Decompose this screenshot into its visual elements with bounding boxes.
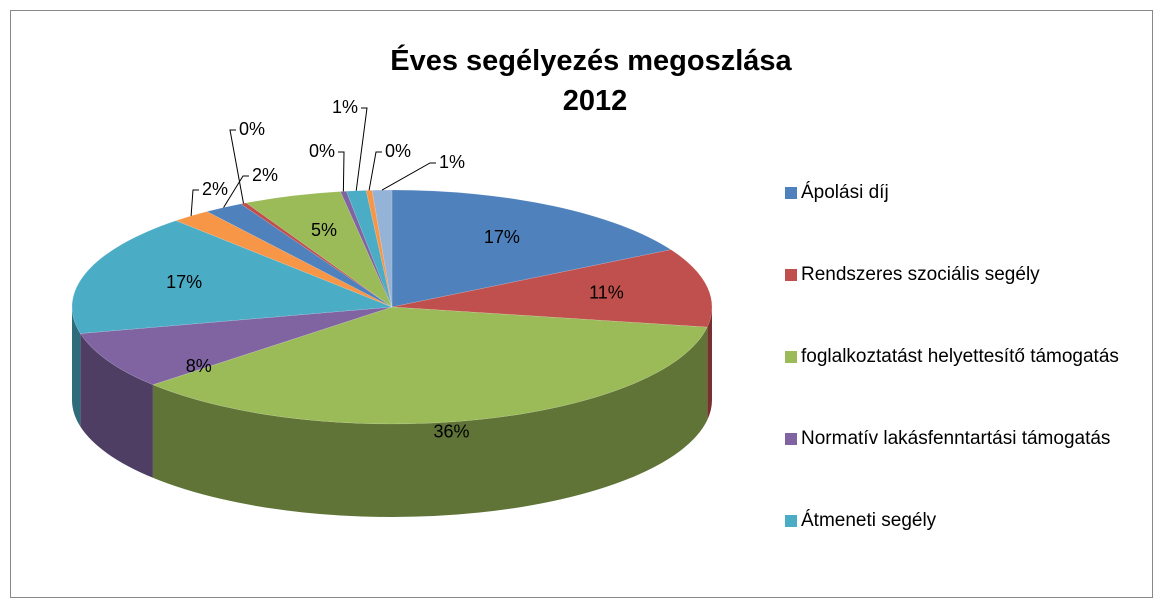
leader-line — [368, 151, 382, 191]
data-label: 5% — [311, 220, 337, 240]
legend-swatch — [785, 433, 797, 445]
slice — [79, 306, 393, 386]
data-label: 1% — [439, 152, 465, 172]
chart-title: Éves segélyezés megoszlása 2012 — [390, 43, 799, 117]
slice-side — [152, 327, 708, 518]
leader-line — [355, 107, 368, 191]
slice — [71, 220, 393, 334]
legend-label: Ápolási díj — [801, 182, 889, 203]
data-label: 0% — [239, 119, 265, 139]
slice — [245, 191, 393, 308]
slice-side — [72, 307, 81, 427]
leader-line — [381, 162, 436, 191]
data-label: 2% — [252, 165, 278, 185]
legend-swatch — [785, 269, 797, 281]
slice — [365, 189, 393, 308]
legend-label: foglalkoztatást helyettesítő támogatás — [801, 346, 1119, 367]
leader-line — [223, 175, 249, 208]
slice — [391, 189, 672, 308]
data-label: 2% — [202, 179, 228, 199]
legend-label: Normatív lakásfenntartási támogatás — [801, 428, 1110, 449]
legend-label: Átmeneti segély — [801, 510, 937, 531]
slice — [371, 189, 393, 308]
leader-line — [338, 151, 345, 192]
data-label: 17% — [166, 272, 202, 292]
slice — [152, 306, 708, 425]
data-label: 17% — [484, 227, 520, 247]
leader-line — [229, 129, 244, 204]
legend-swatch — [785, 515, 797, 527]
data-label: 0% — [385, 141, 411, 161]
data-label: 8% — [186, 356, 212, 376]
legend-swatch — [785, 351, 797, 363]
leader-line — [190, 189, 199, 216]
data-label: 11% — [589, 282, 624, 302]
legend-swatch — [785, 187, 797, 199]
slice-side — [707, 307, 712, 421]
slice — [391, 249, 713, 328]
data-label: 0% — [309, 141, 335, 161]
data-label: 36% — [434, 421, 470, 441]
legend-label: Rendszeres szociális segély — [801, 264, 1040, 285]
data-label: 1% — [332, 97, 358, 117]
slice-side — [80, 333, 153, 478]
